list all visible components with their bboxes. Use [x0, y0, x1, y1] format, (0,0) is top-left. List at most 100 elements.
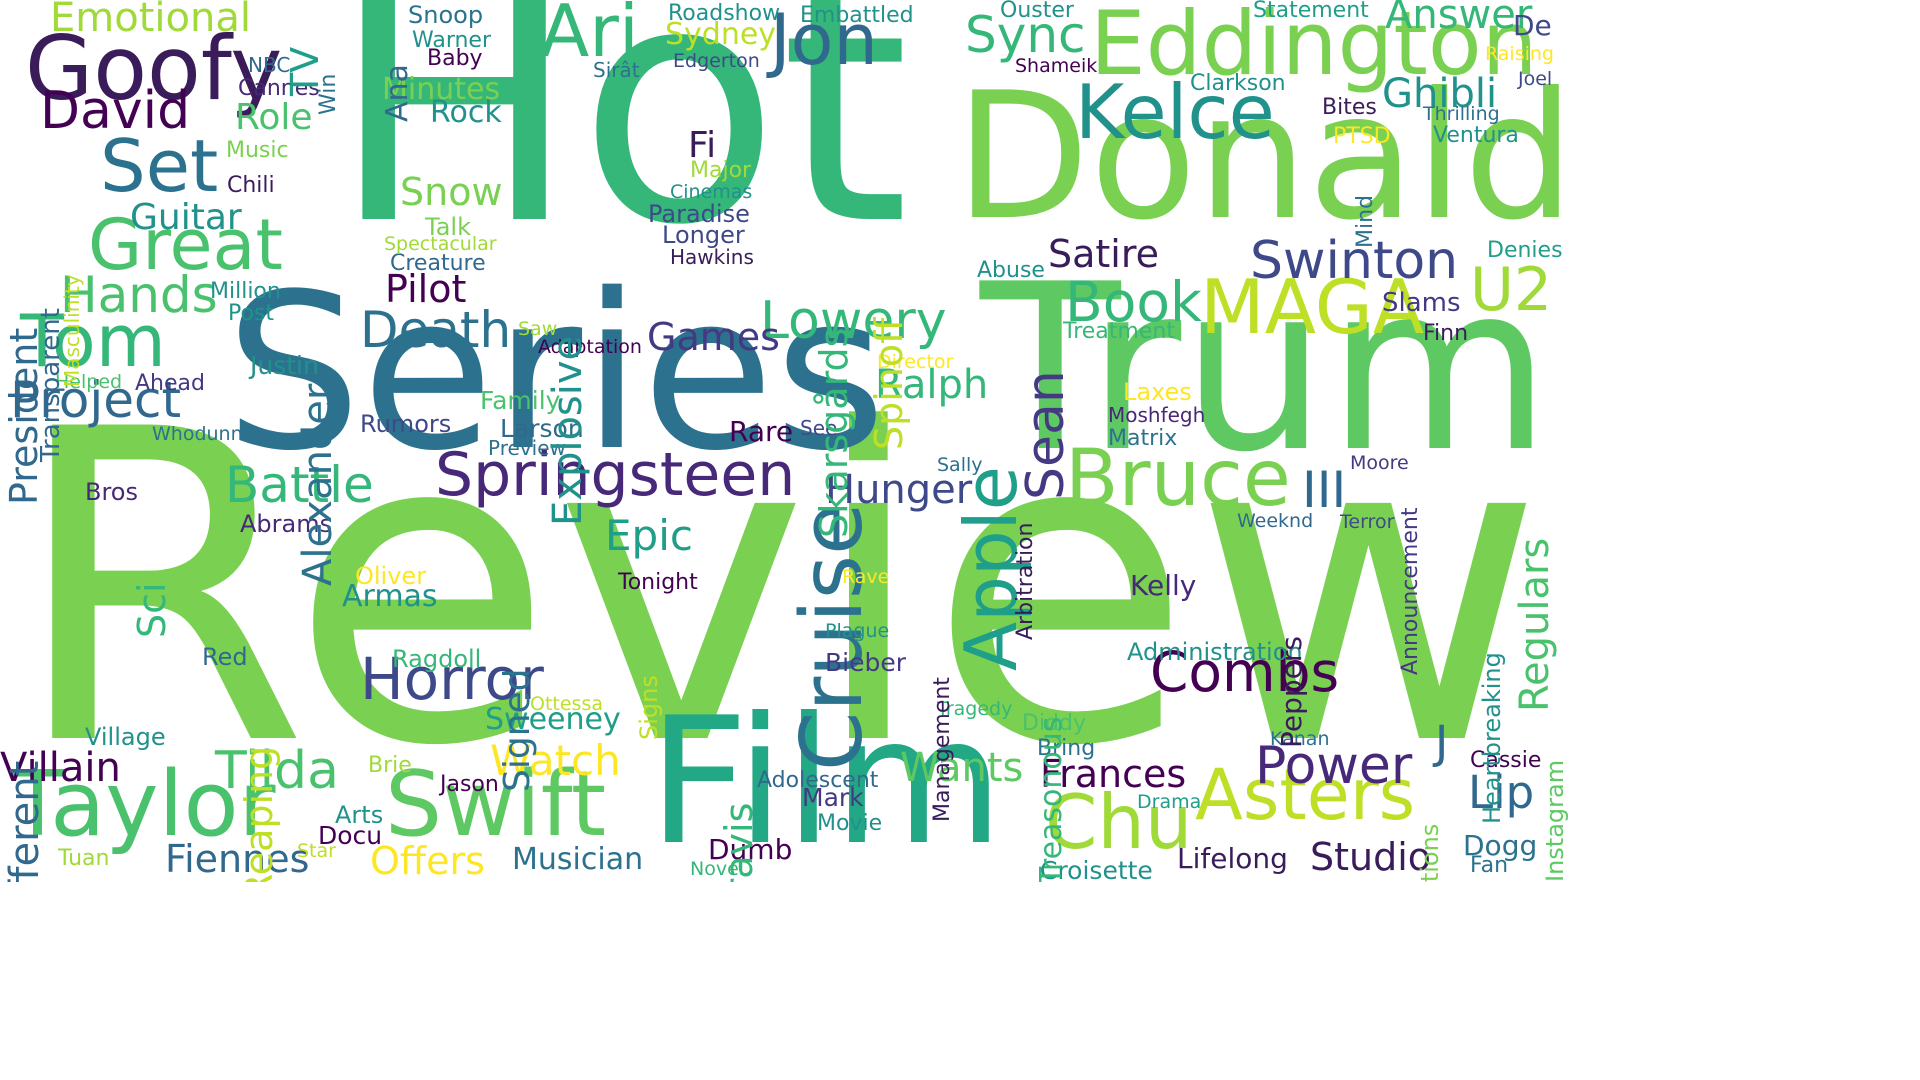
- word-embattled: Embattled: [800, 3, 914, 28]
- word-edgerton: Edgerton: [673, 50, 760, 72]
- word-iii: III: [1302, 461, 1347, 519]
- word-hawkins: Hawkins: [670, 245, 754, 269]
- word-major: Major: [690, 158, 752, 183]
- word-role: Role: [235, 97, 313, 138]
- word-adolescent: Adolescent: [757, 768, 879, 793]
- word-croisette: Croisette: [1040, 856, 1153, 882]
- word-lifelong: Lifelong: [1177, 842, 1288, 875]
- word-laxes: Laxes: [1123, 378, 1192, 406]
- word-regulars: Regulars: [1512, 537, 1558, 712]
- word-diddy: Diddy: [1022, 711, 1087, 736]
- word-dogg: Dogg: [1463, 829, 1538, 862]
- word-skarsgards: Skarsgårds: [812, 327, 856, 538]
- word-justin: Justin: [250, 351, 319, 380]
- word-bros: Bros: [85, 478, 138, 506]
- word-bites: Bites: [1322, 95, 1377, 120]
- word-statement: Statement: [1253, 0, 1369, 23]
- word-dumb: Dumb: [708, 833, 793, 866]
- word-signs: Signs: [635, 675, 663, 740]
- word-tuan: Tuan: [58, 846, 110, 871]
- word-taylor: Taylor: [10, 752, 276, 857]
- word-trump: Trump: [980, 236, 1568, 503]
- word-swinton: Swinton: [1250, 231, 1459, 291]
- word-star: Star: [297, 840, 336, 862]
- word-rave: Rave: [842, 566, 890, 588]
- word-armas: Armas: [342, 579, 438, 614]
- word-lip: Lip: [1468, 766, 1535, 819]
- word-chu: Chu: [1045, 778, 1193, 866]
- word-alexander: Alexander: [295, 383, 341, 586]
- word-terror: Terror: [1340, 511, 1395, 533]
- word-watch: Watch: [490, 736, 621, 785]
- word-clarkson: Clarkson: [1190, 71, 1286, 96]
- word-hot: Hot: [330, 0, 910, 297]
- word-studio: Studio: [1310, 835, 1432, 879]
- word-david: David: [40, 81, 191, 141]
- word-ventura: Ventura: [1433, 123, 1519, 148]
- word-red: Red: [202, 643, 248, 671]
- word-villain: Villain: [0, 745, 121, 791]
- word-paradise: Paradise: [648, 200, 750, 228]
- word-tom: Tom: [20, 299, 166, 383]
- word-explosive: Explosive: [545, 335, 591, 526]
- word-tilda: Tilda: [215, 741, 339, 801]
- word-wants: Wants: [900, 745, 1024, 791]
- word-movie: Movie: [817, 811, 883, 836]
- word-longer: Longer: [662, 221, 745, 249]
- word-management: Management: [930, 677, 955, 822]
- word-ralph: Ralph: [875, 362, 989, 408]
- word-instagram: Instagram: [1541, 759, 1568, 882]
- word-fiennes: Fiennes: [165, 837, 310, 881]
- word-pilot: Pilot: [385, 267, 467, 311]
- word-death: Death: [360, 301, 512, 359]
- word-tonight: Tonight: [618, 570, 698, 595]
- word-goofy: Goofy: [25, 17, 283, 120]
- word-travis: Travis: [717, 802, 761, 882]
- word-bieber: Bieber: [825, 648, 907, 677]
- word-family: Family: [480, 386, 561, 415]
- word-warner: Warner: [412, 28, 492, 53]
- word-ragdoll: Ragdoll: [392, 645, 482, 673]
- word-helped: Helped: [55, 371, 123, 393]
- word-guitar: Guitar: [130, 197, 242, 238]
- word-masculinity: Masculinity: [60, 274, 84, 387]
- word-donald: Donald: [955, 56, 1568, 259]
- word-post: Post: [228, 301, 275, 326]
- word-hunger: Hunger: [825, 467, 973, 513]
- word-great: Great: [88, 204, 283, 286]
- word-sweeney: Sweeney: [485, 702, 621, 737]
- word-treatment: Treatment: [1063, 319, 1175, 344]
- word-announcement: Announcement: [1398, 507, 1423, 676]
- word-rare: Rare: [729, 415, 794, 448]
- word-offers: Offers: [370, 839, 485, 882]
- word-ahead: Ahead: [135, 371, 205, 396]
- word-abuse: Abuse: [977, 258, 1045, 283]
- word-lowery: Lowery: [760, 291, 947, 351]
- word-games: Games: [647, 315, 780, 359]
- word-eddington: Eddington: [1090, 0, 1538, 95]
- word-drama: Drama: [1137, 791, 1202, 813]
- word-tragedy: Tragedy: [937, 698, 1013, 720]
- word-finn: Finn: [1423, 321, 1469, 346]
- word-emotional: Emotional: [50, 0, 251, 41]
- word-kanan: Kanan: [1270, 728, 1330, 750]
- word-roadshow: Roadshow: [668, 1, 781, 26]
- word-joel: Joel: [1518, 68, 1553, 90]
- word-battle: Battle: [225, 456, 374, 514]
- word-mind: Mind: [1353, 194, 1378, 248]
- word-moshfegh: Moshfegh: [1108, 403, 1206, 427]
- word-bring: Bring: [1037, 736, 1096, 761]
- word-sydney: Sydney: [665, 17, 777, 52]
- word-docu: Docu: [318, 821, 383, 850]
- word-answer: Answer: [1385, 0, 1533, 38]
- word-fan: Fan: [1470, 853, 1509, 878]
- word-treasonous: Treasonous: [1034, 716, 1069, 882]
- word-sirat: Sirât: [593, 58, 640, 82]
- word-mark: Mark: [802, 783, 864, 812]
- word-plague: Plague: [825, 620, 890, 642]
- word-resurrections: Resurrections: [1416, 824, 1444, 882]
- word-arbitration: Arbitration: [1013, 522, 1038, 641]
- word-sci: Sci: [130, 582, 174, 639]
- word-film: Film: [648, 681, 1004, 882]
- word-reaping: Reaping: [237, 745, 281, 882]
